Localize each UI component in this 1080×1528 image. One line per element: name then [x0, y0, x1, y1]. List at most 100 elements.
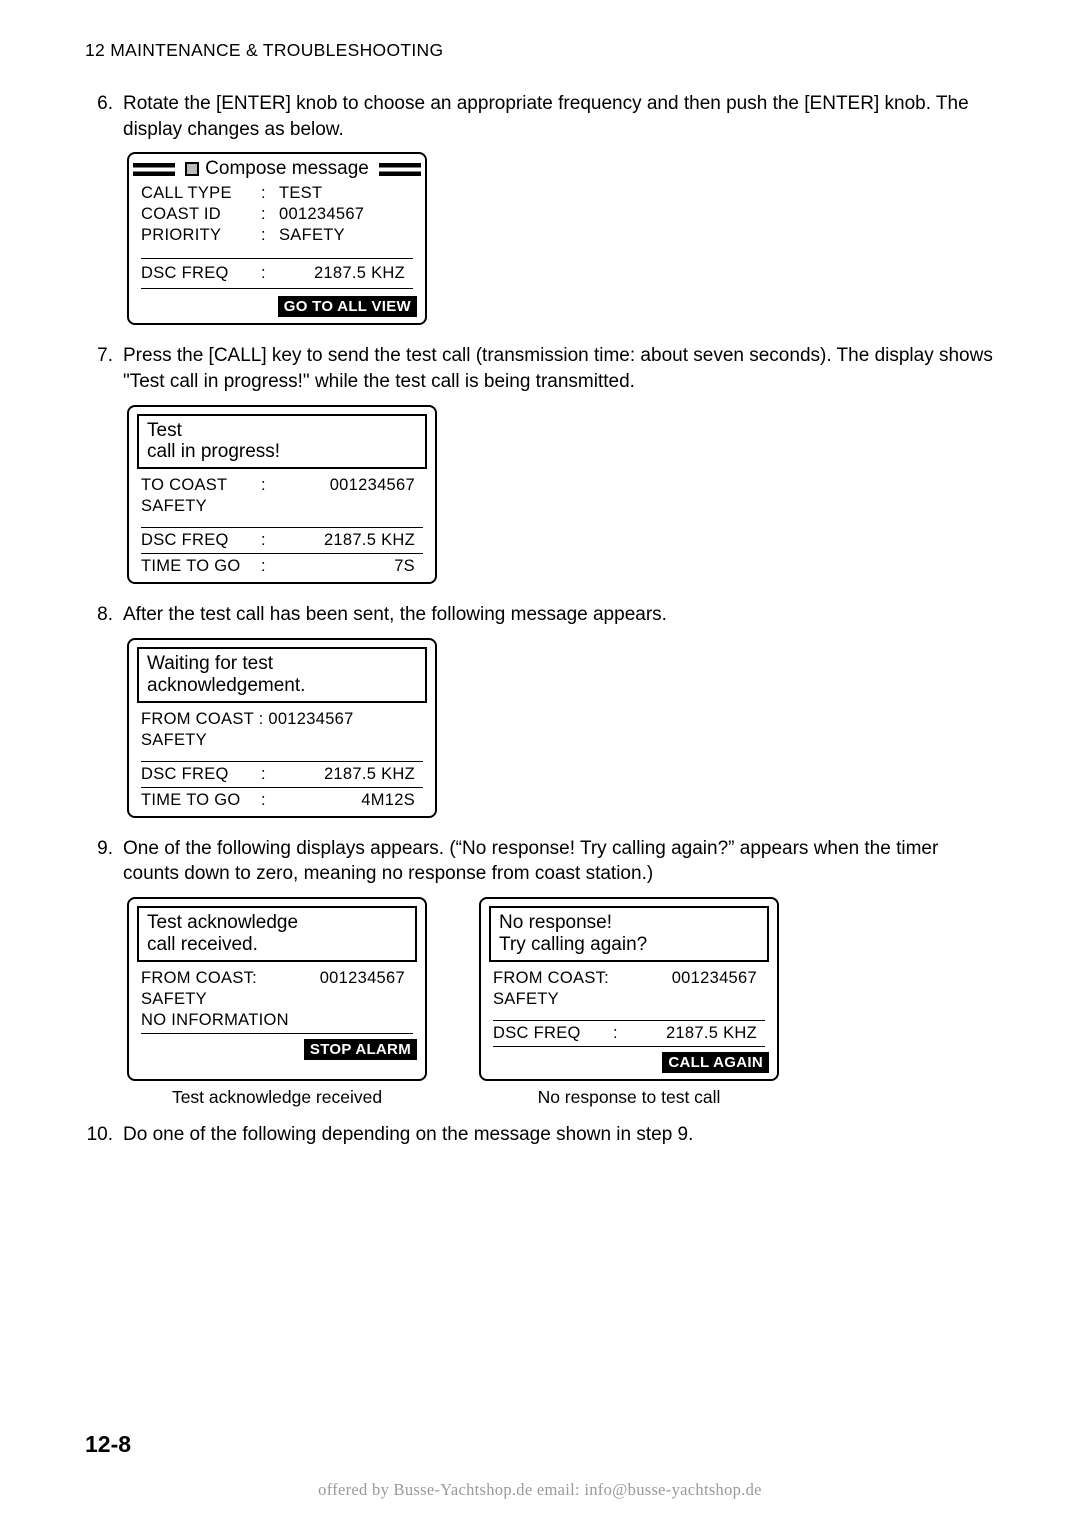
title-line: call received.: [147, 934, 258, 955]
info-row: FROM COAST : 001234567: [129, 709, 435, 730]
info-row: SAFETY: [129, 730, 435, 751]
info-row: FROM COAST: 001234567: [481, 968, 777, 989]
noresponse-box: No response! Try calling again? FROM COA…: [479, 897, 779, 1081]
compose-title: Compose message: [129, 154, 425, 183]
row-value: TEST: [279, 184, 413, 203]
step-text: One of the following displays appears. (…: [123, 836, 995, 887]
caption-row: Test acknowledge received No response to…: [127, 1087, 995, 1108]
compose-row: PRIORITY : SAFETY: [129, 225, 425, 246]
row-text: NO INFORMATION: [141, 1011, 289, 1030]
title-decor-right: [379, 163, 421, 176]
box-title: Test acknowledge call received.: [137, 906, 417, 962]
info-row: SAFETY: [129, 496, 435, 517]
caption-left: Test acknowledge received: [127, 1087, 427, 1108]
step-text: Press the [CALL] key to send the test ca…: [123, 343, 995, 394]
colon: :: [261, 791, 279, 810]
info-row: SAFETY: [481, 989, 777, 1010]
row-value: 7S: [279, 557, 423, 576]
step-number: 7.: [85, 343, 123, 394]
footer-text: offered by Busse-Yachtshop.de email: inf…: [0, 1480, 1080, 1500]
step-6: 6. Rotate the [ENTER] knob to choose an …: [85, 91, 995, 142]
separator-line: [141, 1033, 413, 1034]
colon: :: [261, 205, 279, 224]
row-label: COAST ID: [141, 205, 261, 224]
call-again-button[interactable]: CALL AGAIN: [662, 1052, 769, 1073]
row-value: 2187.5 KHZ: [279, 531, 423, 550]
compose-row: CALL TYPE : TEST: [129, 183, 425, 204]
step-10: 10. Do one of the following depending on…: [85, 1122, 995, 1148]
step-9: 9. One of the following displays appears…: [85, 836, 995, 887]
colon: :: [261, 557, 279, 576]
separator-line: [141, 527, 423, 528]
info-row: FROM COAST: 001234567: [129, 968, 425, 989]
row-value: 4M12S: [279, 791, 423, 810]
separator-line: [141, 761, 423, 762]
button-bar: CALL AGAIN: [481, 1049, 777, 1079]
colon: :: [261, 226, 279, 245]
button-bar: GO TO ALL VIEW: [129, 293, 425, 323]
row-value: SAFETY: [279, 226, 413, 245]
row-label: PRIORITY: [141, 226, 261, 245]
row-label: FROM COAST:: [141, 969, 273, 988]
step-number: 8.: [85, 602, 123, 628]
colon: :: [261, 765, 279, 784]
stop-alarm-button[interactable]: STOP ALARM: [304, 1039, 417, 1060]
step-number: 9.: [85, 836, 123, 887]
row-value: 2187.5 KHZ: [279, 264, 413, 283]
step-text: After the test call has been sent, the f…: [123, 602, 995, 628]
step-8: 8. After the test call has been sent, th…: [85, 602, 995, 628]
caption-right: No response to test call: [479, 1087, 779, 1108]
row-text: SAFETY: [493, 990, 559, 1009]
colon: :: [261, 476, 279, 495]
separator-line: [141, 787, 423, 788]
row-label: FROM COAST:: [493, 969, 625, 988]
row-value: 001234567: [279, 476, 423, 495]
step-number: 6.: [85, 91, 123, 142]
title-line: Waiting for test: [147, 653, 273, 674]
progress-box: Test call in progress! TO COAST : 001234…: [127, 405, 437, 585]
row-label: SAFETY: [141, 497, 261, 516]
title-line: acknowledgement.: [147, 675, 305, 696]
row-label: TIME TO GO: [141, 557, 261, 576]
page-number: 12-8: [85, 1431, 131, 1458]
row-value: 001234567: [625, 969, 765, 988]
colon: :: [261, 184, 279, 203]
time-row: TIME TO GO : 4M12S: [129, 790, 435, 816]
row-label: TO COAST: [141, 476, 261, 495]
title-line: Try calling again?: [499, 934, 647, 955]
step-text: Rotate the [ENTER] knob to choose an app…: [123, 91, 995, 142]
time-row: TIME TO GO : 7S: [129, 556, 435, 582]
title-square-icon: [185, 162, 199, 176]
title-line: No response!: [499, 912, 612, 933]
dsc-row: DSC FREQ : 2187.5 KHZ: [129, 764, 435, 785]
dsc-row: DSC FREQ : 2187.5 KHZ: [129, 530, 435, 551]
row-label: DSC FREQ: [493, 1024, 613, 1043]
step-text: Do one of the following depending on the…: [123, 1122, 995, 1148]
info-row: TO COAST : 001234567: [129, 475, 435, 496]
row-label: TIME TO GO: [141, 791, 261, 810]
separator-line: [141, 288, 413, 289]
info-row: SAFETY: [129, 989, 425, 1010]
step-7: 7. Press the [CALL] key to send the test…: [85, 343, 995, 394]
separator-line: [141, 258, 413, 259]
colon: :: [261, 531, 279, 550]
row-label: DSC FREQ: [141, 531, 261, 550]
box-title: Test call in progress!: [137, 414, 427, 470]
button-bar: STOP ALARM: [129, 1036, 425, 1066]
separator-line: [493, 1020, 765, 1021]
row-value: 001234567: [273, 969, 413, 988]
box-title: Waiting for test acknowledgement.: [137, 647, 427, 703]
separator-line: [141, 553, 423, 554]
title-line: Test acknowledge: [147, 912, 298, 933]
box-title: No response! Try calling again?: [489, 906, 769, 962]
goto-all-view-button[interactable]: GO TO ALL VIEW: [278, 296, 417, 317]
compose-title-text: Compose message: [205, 158, 369, 180]
page-header: 12 MAINTENANCE & TROUBLESHOOTING: [85, 40, 995, 61]
compose-box: Compose message CALL TYPE : TEST COAST I…: [127, 152, 427, 325]
row-text: FROM COAST : 001234567: [141, 710, 354, 729]
row-label: DSC FREQ: [141, 765, 261, 784]
row-label: DSC FREQ: [141, 264, 261, 283]
dsc-row: DSC FREQ : 2187.5 KHZ: [481, 1023, 777, 1044]
row-label: CALL TYPE: [141, 184, 261, 203]
row-text: SAFETY: [141, 990, 207, 1009]
